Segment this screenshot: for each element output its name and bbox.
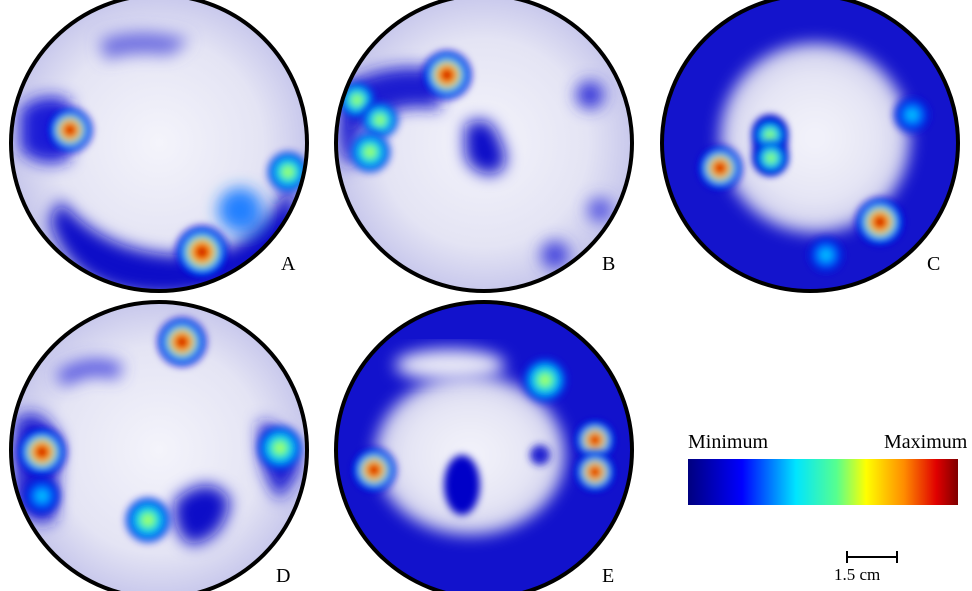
panel-d-outline bbox=[9, 300, 309, 591]
panel-letter-a: A bbox=[281, 253, 296, 275]
colorbar bbox=[688, 459, 958, 505]
scale-bar bbox=[846, 551, 898, 563]
heatmap-panel-c bbox=[662, 0, 958, 291]
legend-min-label: Minimum bbox=[688, 431, 769, 453]
heatmap-panel-e bbox=[336, 302, 632, 591]
panel-c-outline bbox=[660, 0, 960, 293]
panel-letter-d: D bbox=[276, 565, 291, 587]
panel-b-outline bbox=[334, 0, 634, 293]
scale-bar-label: 1.5 cm bbox=[834, 565, 881, 584]
legend-max-label: Maximum bbox=[884, 431, 968, 453]
panel-letter-c: C bbox=[927, 253, 941, 275]
panel-letter-b: B bbox=[602, 253, 616, 275]
heatmap-panel-b bbox=[336, 0, 632, 291]
heatmap-panel-d bbox=[11, 302, 307, 591]
panel-a-outline bbox=[9, 0, 309, 293]
panel-letter-e: E bbox=[602, 565, 615, 587]
panel-e-outline bbox=[334, 300, 634, 591]
